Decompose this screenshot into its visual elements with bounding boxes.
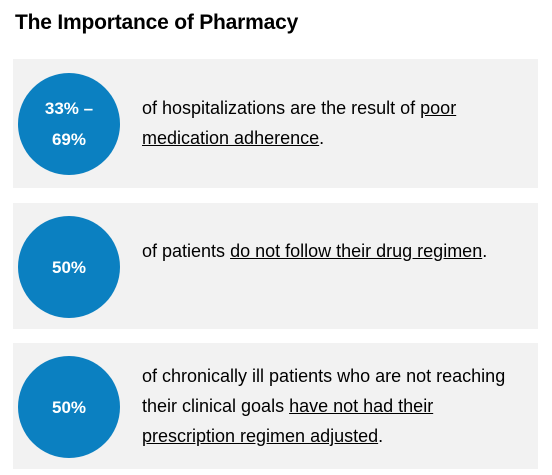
stat-text-before: of patients [142, 241, 231, 261]
stat-description: of patients do not follow their drug reg… [142, 236, 522, 266]
stat-description: of chronically ill patients who are not … [142, 361, 522, 451]
stat-value-line2: 69% [51, 130, 86, 149]
stat-text-after: . [378, 426, 384, 446]
stat-text-underlined: have not had their prescription regimen … [142, 396, 434, 446]
stat-text-after: . [482, 241, 488, 261]
stat-value: 50% [51, 257, 87, 277]
stat-circle: 33% – 69% [18, 73, 120, 175]
stat-description: of hospitalizations are the result of po… [142, 93, 522, 153]
stat-circle: 50% [18, 356, 120, 458]
stat-panel-hospitalizations: 33% – 69% of hospitalizations are the re… [13, 59, 538, 188]
stat-text-after: . [319, 128, 325, 148]
stat-value: 50% [51, 397, 87, 417]
stat-text-before: of hospitalizations are the result of [142, 98, 421, 118]
stat-panel-chronically-ill: 50% of chronically ill patients who are … [13, 343, 538, 469]
stat-value-line1: 33% – [44, 99, 94, 118]
stat-circle: 50% [18, 216, 120, 318]
stat-text-before: of chronically ill patients who are not … [142, 366, 506, 416]
stat-panel-regimen: 50% of patients do not follow their drug… [13, 203, 538, 329]
stat-text-underlined: do not follow their drug regimen [230, 241, 483, 261]
page-title: The Importance of Pharmacy [15, 11, 299, 34]
stat-text-underlined: poor medication adherence [142, 98, 457, 148]
